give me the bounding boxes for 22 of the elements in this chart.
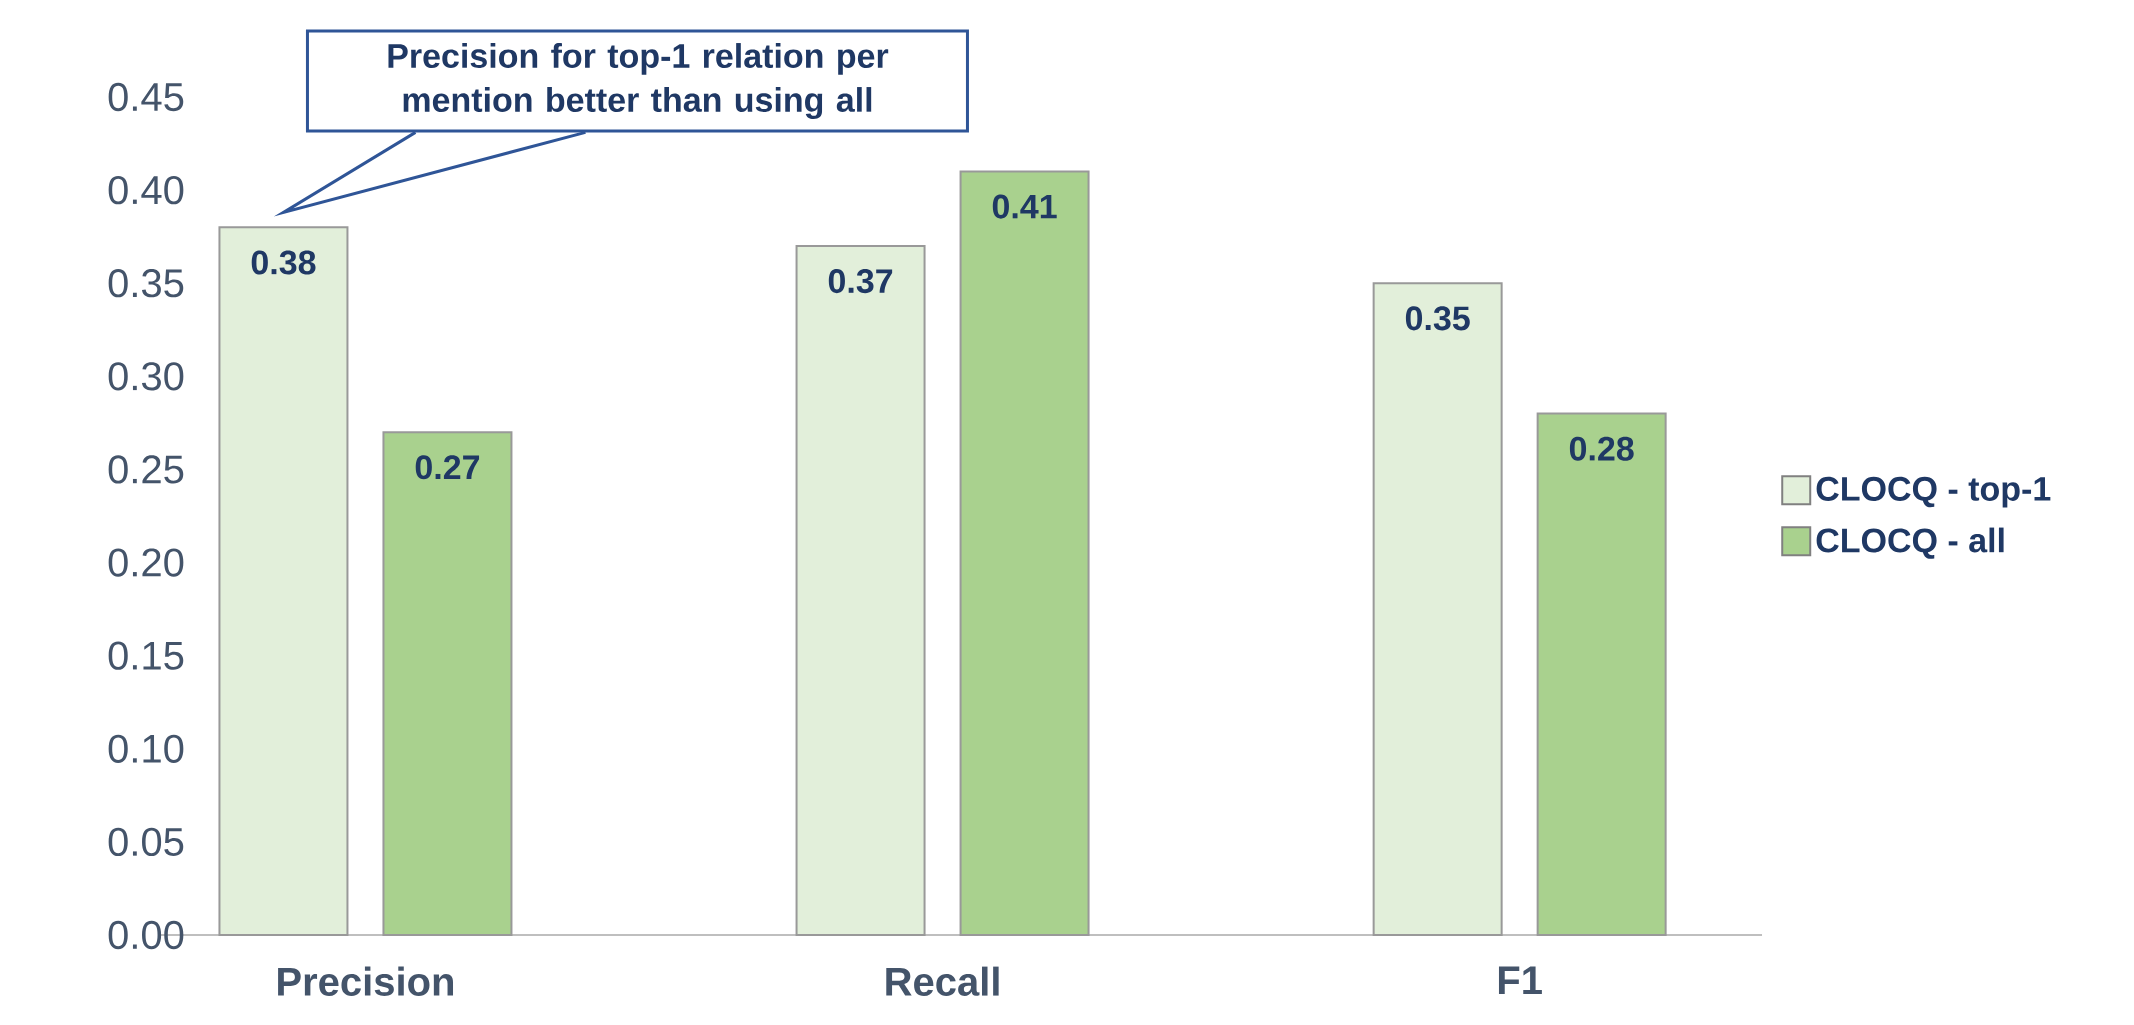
- data-label: 0.41: [992, 194, 1057, 219]
- x-tick-label: F1: [1498, 966, 1542, 995]
- y-tick-label: 0.30: [108, 362, 184, 391]
- x-tick-label: Precision: [278, 966, 454, 996]
- data-label: 0.35: [1405, 306, 1470, 331]
- annotation: Precision for top-1 relation per mention better than using all: [388, 43, 889, 119]
- y-tick-label: 0.15: [108, 641, 184, 670]
- data-label: 0.28: [1569, 436, 1634, 461]
- data-label: 0.38: [251, 250, 316, 275]
- y-tick-label: 0.35: [108, 269, 184, 298]
- y-tick-label: 0.40: [108, 175, 184, 205]
- y-tick-label: 0.00: [108, 920, 184, 950]
- legend-label: CLOCQ - top-1: [1816, 476, 2051, 508]
- legend-label: CLOCQ - all: [1816, 527, 2004, 559]
- y-tick-label: 0.05: [108, 827, 184, 857]
- y-tick-label: 0.45: [108, 82, 184, 112]
- data-label: 0.27: [415, 455, 480, 480]
- y-tick-label: 0.20: [108, 548, 184, 577]
- y-tick-label: 0.10: [108, 734, 184, 763]
- data-label: 0.37: [828, 269, 893, 294]
- x-tick-label: Recall: [886, 966, 999, 996]
- y-tick-label: 0.25: [108, 455, 184, 484]
